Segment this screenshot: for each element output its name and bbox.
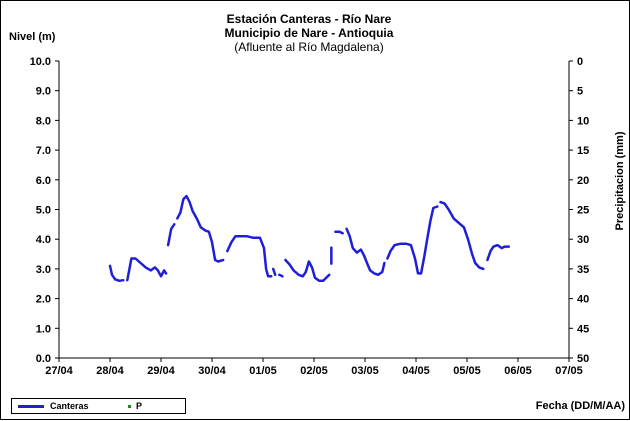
y-tick-label: 1.0: [36, 323, 51, 335]
y-tick-label: 6.0: [36, 175, 51, 187]
y2-tick-label: 50: [577, 353, 589, 365]
y-tick-label: 9.0: [36, 86, 51, 98]
y2-tick-label: 45: [577, 323, 589, 335]
x-tick-label: 29/04: [147, 365, 175, 377]
series-canteras-segment: [486, 243, 511, 262]
y-tick-label: 2.0: [36, 294, 51, 306]
series-canteras-segment: [386, 205, 439, 275]
series-canteras-segment: [126, 257, 168, 282]
y2-tick-label: 0: [577, 56, 583, 68]
x-tick-label: 30/04: [198, 365, 226, 377]
y2-tick-label: 15: [577, 145, 589, 157]
x-axis-label: Fecha (DD/M/AA): [536, 400, 626, 412]
x-tick-label: 04/05: [402, 365, 430, 377]
x-tick-label: 27/04: [45, 365, 73, 377]
y2-tick-label: 40: [577, 294, 589, 306]
series-canteras-segment: [439, 200, 485, 271]
series-canteras-segment: [108, 264, 125, 283]
y2-tick-label: 25: [577, 205, 589, 217]
legend-marker-p: [128, 405, 131, 408]
y-tick-label: 3.0: [36, 264, 51, 276]
x-tick-label: 02/05: [300, 365, 328, 377]
series-canteras-segment: [176, 194, 225, 263]
y-tick-label: 10.0: [30, 56, 51, 68]
y-axis-label: Nivel (m): [9, 31, 56, 43]
chart-title-line-2: Municipio de Nare - Antioquia: [225, 26, 394, 40]
y-tick-label: 4.0: [36, 234, 51, 246]
series-canteras-segment: [284, 258, 331, 283]
x-tick-label: 06/05: [504, 365, 532, 377]
x-tick-label: 28/04: [96, 365, 124, 377]
series-canteras-segment: [334, 230, 344, 235]
chart-subtitle: (Afluente al Río Magdalena): [234, 40, 383, 54]
y2-tick-label: 35: [577, 264, 589, 276]
legend-label-canteras: Canteras: [50, 401, 89, 411]
y2-tick-label: 30: [577, 234, 589, 246]
legend: Canteras P: [11, 398, 186, 414]
y-tick-label: 0.0: [36, 353, 51, 365]
y-tick-label: 8.0: [36, 115, 51, 127]
series-canteras-segment: [345, 227, 386, 277]
chart-title: Estación Canteras - Río Nare: [227, 12, 392, 26]
y-tick-label: 5.0: [36, 205, 51, 217]
x-tick-label: 07/05: [555, 365, 583, 377]
x-tick-label: 03/05: [351, 365, 379, 377]
x-tick-label: 05/05: [453, 365, 481, 377]
x-tick-label: 01/05: [249, 365, 277, 377]
y2-tick-label: 20: [577, 175, 589, 187]
y2-tick-label: 10: [577, 115, 589, 127]
series-canteras-segment: [271, 267, 277, 277]
series-canteras-segment: [226, 234, 273, 278]
y2-tick-label: 5: [577, 86, 583, 98]
legend-swatch-canteras: [18, 405, 44, 408]
y2-axis-label: Precipitacion (mm): [614, 131, 626, 230]
series-canteras-segment: [278, 273, 284, 278]
legend-label-p: P: [136, 401, 143, 411]
y-tick-label: 7.0: [36, 145, 51, 157]
series-canteras-segment: [166, 223, 176, 247]
